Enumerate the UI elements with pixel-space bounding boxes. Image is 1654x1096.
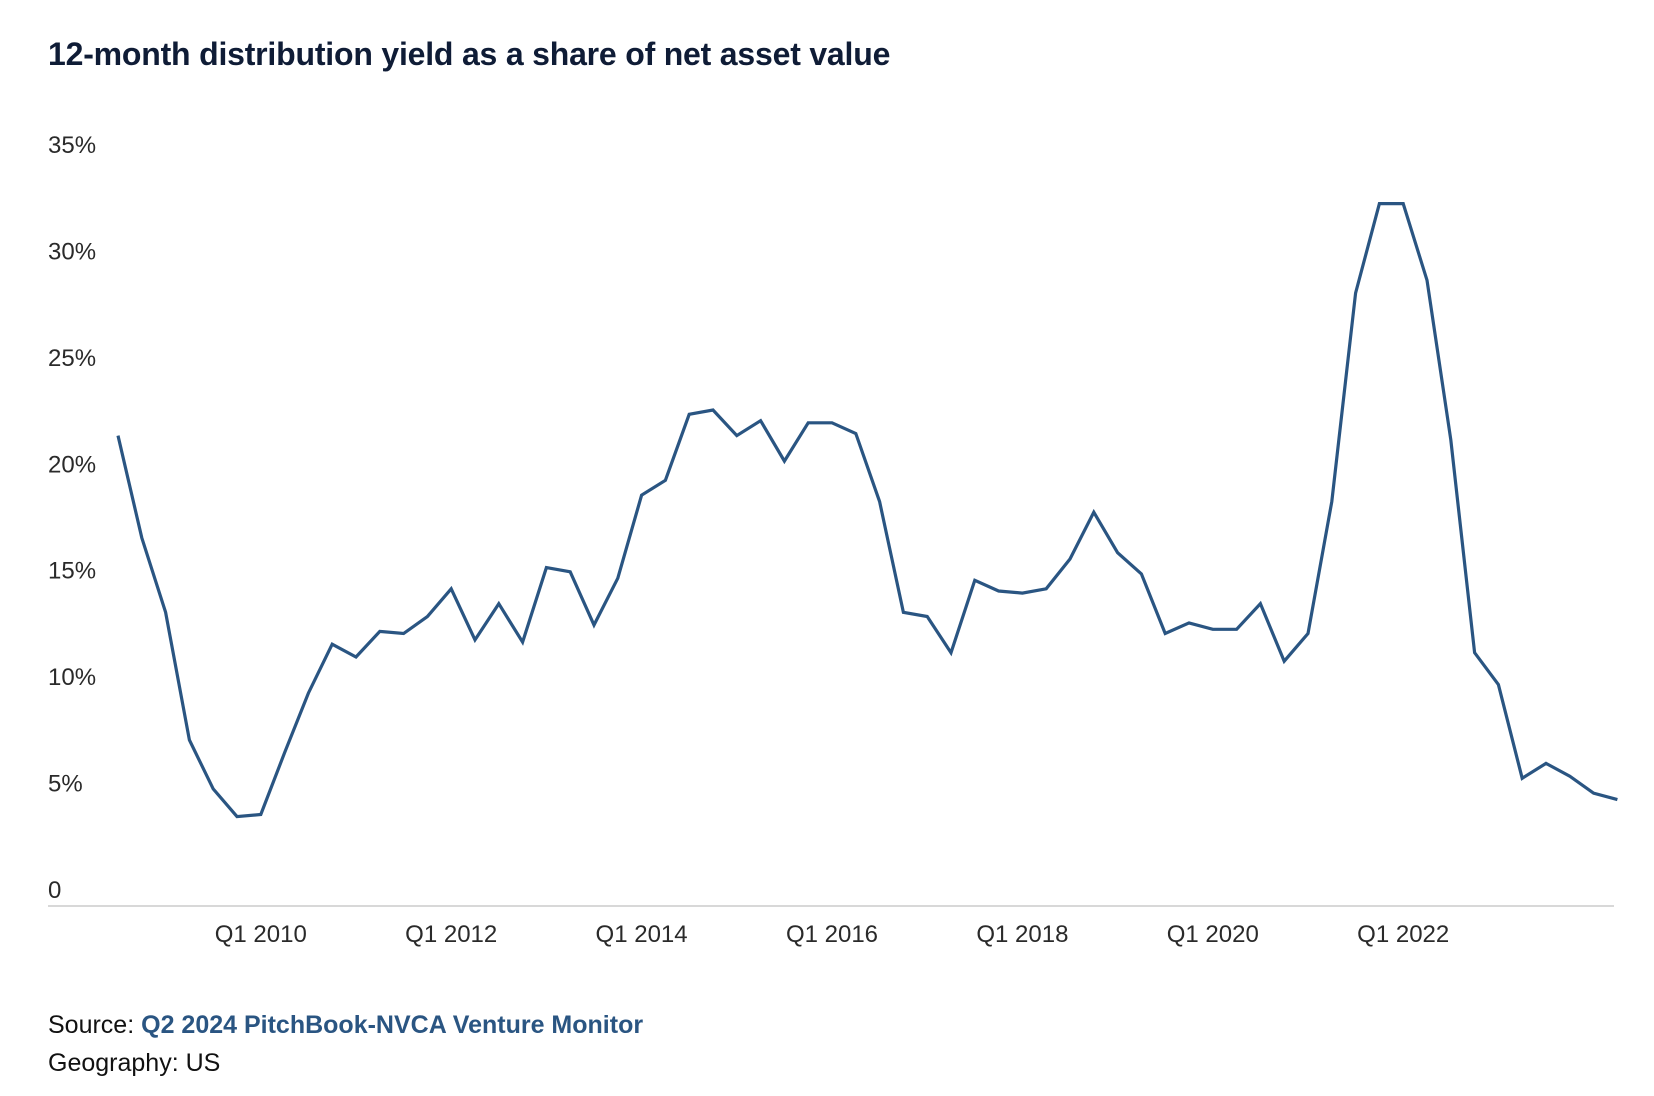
- chart-title: 12-month distribution yield as a share o…: [48, 36, 891, 72]
- x-tick-label: Q1 2012: [405, 921, 497, 948]
- series-line: [116, 202, 1618, 819]
- x-tick-label: Q1 2020: [1167, 921, 1259, 948]
- x-tick-label: Q1 2014: [596, 921, 688, 948]
- y-tick-label: 5%: [48, 771, 83, 798]
- y-axis-ticks: 0 5% 10% 15% 20% 25% 30% 35%: [48, 132, 96, 904]
- source-label: Source:: [48, 1011, 135, 1039]
- y-tick-label: 35%: [48, 132, 96, 159]
- x-axis-ticks: Q1 2010 Q1 2012 Q1 2014 Q1 2016 Q1 2018 Q1 20…: [215, 921, 1449, 948]
- line-chart: 05%10%15%20%25%30%35% Q1 2010 Q1 2012 Q1 2…: [48, 132, 1618, 948]
- y-tick-label: 10%: [48, 664, 96, 691]
- x-tick-label: Q1 2010: [215, 921, 307, 948]
- y-tick-label: 0: [48, 877, 61, 904]
- chart-footer: Source: Q2 2024 PitchBook-NVCA Venture M…: [48, 1006, 643, 1082]
- source-link[interactable]: Q2 2024 PitchBook-NVCA Venture Monitor: [141, 1011, 644, 1039]
- y-tick-label: 30%: [48, 238, 96, 265]
- geography-note: Geography: US: [48, 1049, 221, 1077]
- x-tick-label: Q1 2016: [786, 921, 878, 948]
- source-line: Source: Q2 2024 PitchBook-NVCA Venture M…: [48, 1006, 643, 1044]
- series-layer: [116, 202, 1618, 819]
- x-tick-label: Q1 2018: [976, 921, 1068, 948]
- x-tick-label: Q1 2022: [1357, 921, 1449, 948]
- y-tick-label: 25%: [48, 345, 96, 372]
- y-tick-label: 20%: [48, 451, 96, 478]
- y-tick-label: 15%: [48, 558, 96, 585]
